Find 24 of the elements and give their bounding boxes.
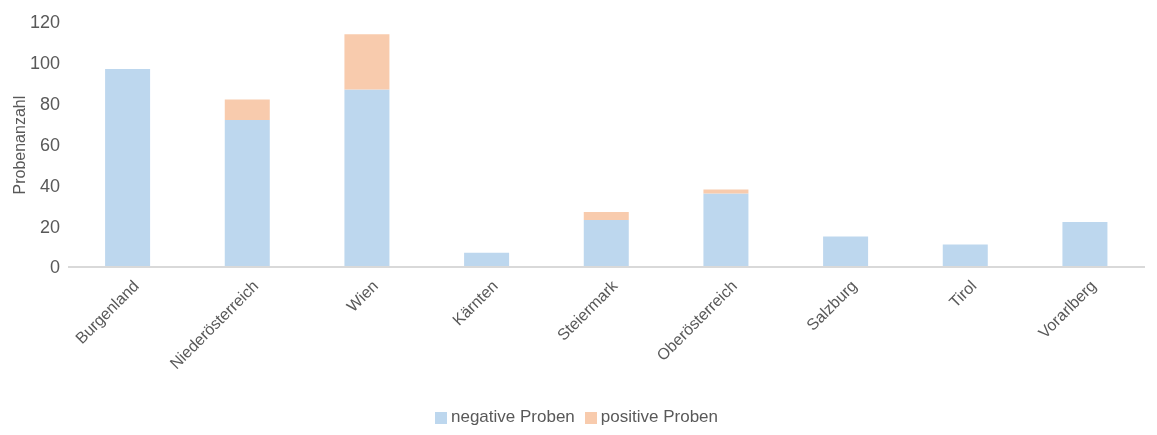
y-tick-label: 0	[49, 257, 60, 278]
y-tick-label: 100	[29, 53, 60, 74]
bar	[823, 236, 869, 267]
bar	[344, 34, 390, 90]
y-tick-label: 40	[39, 175, 60, 196]
y-tick-label: 20	[39, 216, 60, 237]
bar	[1062, 222, 1108, 267]
bar	[224, 120, 270, 267]
y-tick-label: 80	[39, 94, 60, 115]
bar	[703, 189, 749, 194]
legend-label: negative Proben	[450, 407, 575, 426]
bar	[942, 244, 988, 267]
bar	[703, 193, 749, 267]
y-tick-label: 120	[29, 12, 60, 33]
x-tick-label: Tirol	[945, 277, 980, 311]
bar	[224, 99, 270, 120]
y-tick-label: 60	[39, 134, 60, 155]
bar	[464, 252, 510, 267]
bar	[583, 220, 629, 267]
bar	[105, 68, 151, 267]
bar	[583, 211, 629, 221]
y-axis-title: Probenanzahl	[10, 95, 28, 195]
bar	[344, 89, 390, 267]
legend-label: positive Proben	[600, 407, 718, 426]
